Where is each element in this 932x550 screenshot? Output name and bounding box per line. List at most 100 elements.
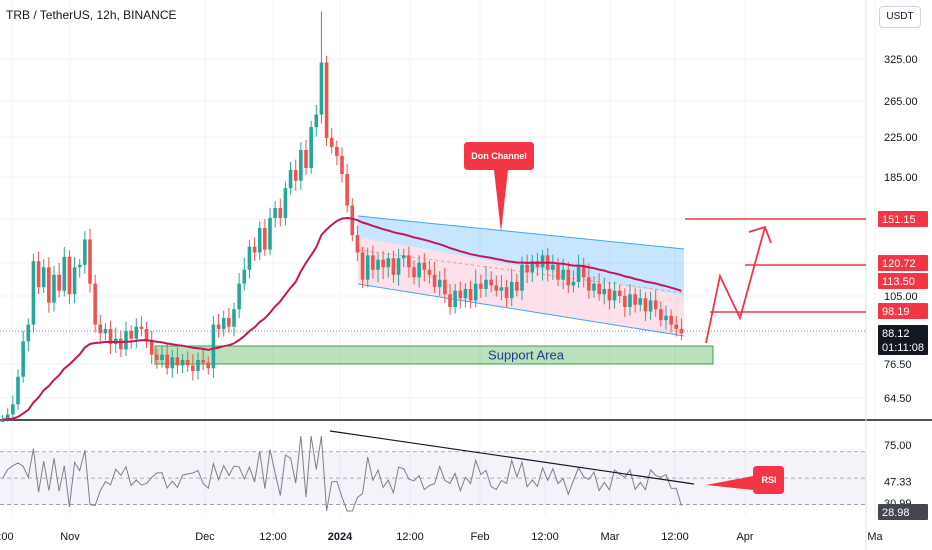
- projection-path: [705, 226, 766, 344]
- candle-body: [664, 315, 668, 321]
- candle-body: [273, 208, 277, 218]
- candle-body: [191, 365, 195, 372]
- candle-body: [247, 246, 252, 270]
- price-label-text: 01:11:08: [882, 342, 924, 354]
- candle-body: [237, 283, 241, 310]
- candle-body: [144, 328, 149, 342]
- price-label-bg: [878, 303, 928, 319]
- candle-body: [371, 255, 375, 270]
- candle-body: [391, 258, 396, 275]
- rsi-trendline: [329, 430, 695, 485]
- price-tick-label: 225.00: [884, 132, 918, 144]
- candle-body: [129, 331, 133, 339]
- candle-body: [489, 279, 493, 286]
- time-tick-label: 12:00: [531, 531, 559, 543]
- candlestick-series: [0, 11, 684, 422]
- candle-body: [165, 354, 169, 369]
- target-lines: [685, 218, 866, 344]
- candle-body: [479, 283, 483, 289]
- candle-body: [227, 317, 231, 327]
- candle-body: [623, 296, 627, 308]
- candle-body: [52, 274, 56, 303]
- price-label-text: 120.72: [882, 258, 916, 270]
- channel-callout-bubble: [464, 142, 534, 232]
- candle-body: [422, 262, 427, 270]
- rsi-value-bg: [878, 504, 928, 520]
- candle-body: [437, 279, 442, 288]
- candle-body: [26, 324, 31, 342]
- rsi-line: [2, 435, 682, 512]
- candle-body: [77, 264, 82, 268]
- candle-body: [88, 239, 92, 284]
- candle-body: [530, 261, 535, 273]
- candle-body: [381, 259, 385, 268]
- time-tick-label: :00: [0, 531, 14, 543]
- time-tick-label: Apr: [736, 531, 753, 543]
- candle-body: [556, 264, 560, 280]
- candle-body: [432, 274, 437, 288]
- candle-body: [335, 147, 339, 156]
- candle-body: [119, 338, 123, 350]
- candle-body: [365, 255, 370, 280]
- time-tick-label: Ma: [867, 531, 883, 543]
- candle-body: [41, 267, 46, 288]
- candle-body: [581, 264, 586, 278]
- candle-body: [679, 328, 684, 334]
- candle-body: [340, 156, 344, 174]
- candle-body: [355, 235, 360, 253]
- price-tick-label: 325.00: [884, 54, 918, 66]
- price-label-text: 88.12: [882, 328, 910, 340]
- moving-average-line: [2, 216, 682, 421]
- candle-body: [268, 217, 272, 250]
- time-axis: :00 Nov Dec 12:00 2024 12:00 Feb 12:00 Mar 12:00 A…: [0, 531, 884, 543]
- rsi-value-text: 28.98: [882, 507, 910, 519]
- candle-body: [674, 324, 679, 329]
- candle-body: [201, 359, 205, 363]
- price-label-bg: [878, 255, 928, 271]
- unit-button[interactable]: USDT: [879, 6, 921, 28]
- candle-body: [443, 279, 447, 295]
- candle-body: [31, 261, 36, 325]
- candle-body: [525, 264, 529, 273]
- price-label-bg: [878, 211, 928, 227]
- candle-body: [551, 264, 555, 270]
- candle-body: [160, 354, 164, 360]
- candle-body: [515, 281, 519, 291]
- price-label-bg: [878, 325, 928, 341]
- candle-body: [587, 277, 591, 291]
- time-tick-label: Mar: [601, 531, 620, 543]
- candle-body: [386, 258, 391, 268]
- candle-body: [299, 150, 303, 181]
- candle-body: [0, 419, 5, 422]
- candle-body: [155, 354, 159, 360]
- candle-body: [669, 315, 673, 325]
- candle-body: [257, 227, 262, 253]
- candle-body: [607, 288, 612, 301]
- candle-body: [535, 261, 540, 268]
- time-tick-label: 12:00: [396, 531, 424, 543]
- candle-body: [57, 274, 61, 291]
- candle-body: [283, 188, 288, 218]
- candle-body: [185, 359, 190, 366]
- price-tick-label: 185.00: [884, 172, 918, 184]
- candle-body: [561, 269, 565, 280]
- channel-bottom-line: [357, 283, 685, 337]
- callouts: Don Channel RSI: [464, 142, 784, 494]
- support-label: Support Area: [488, 347, 565, 362]
- candle-body: [396, 258, 401, 275]
- candle-body: [175, 357, 180, 366]
- candle-body: [72, 267, 77, 295]
- price-label-text: 113.50: [882, 276, 915, 288]
- candle-body: [540, 255, 545, 268]
- candle-body: [180, 359, 185, 366]
- candle-body: [345, 174, 349, 206]
- candle-body: [11, 404, 15, 415]
- candle-body: [458, 290, 463, 299]
- price-label-bg: [878, 273, 928, 289]
- candle-body: [617, 290, 622, 296]
- channel-upper-fill: [358, 216, 684, 296]
- candle-body: [427, 269, 432, 275]
- support-rect: [154, 345, 714, 365]
